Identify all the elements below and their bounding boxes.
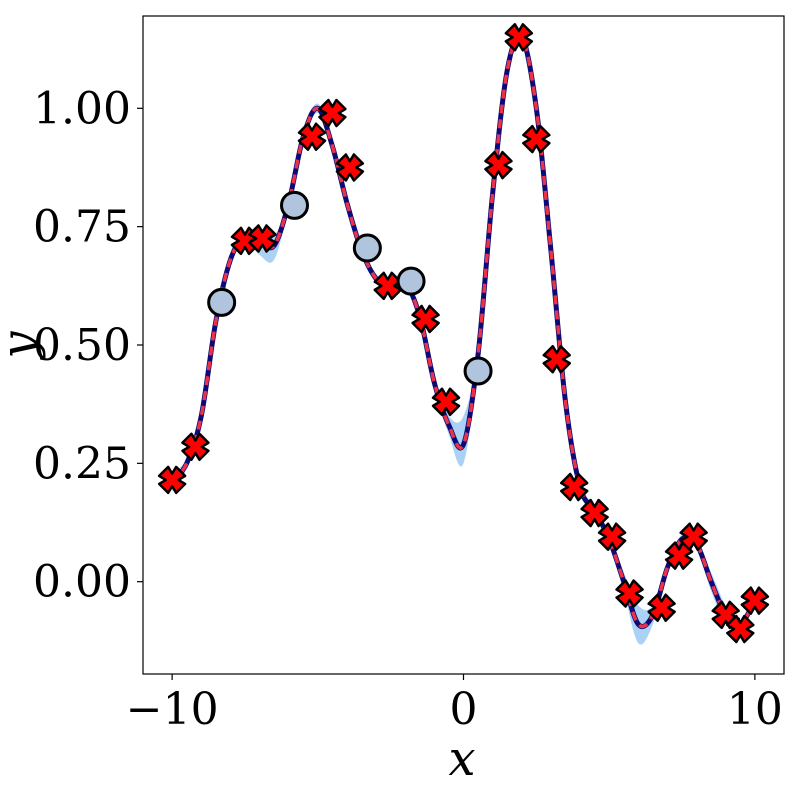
cross-marker [411, 304, 440, 334]
cross-marker [597, 522, 627, 551]
cross-marker [559, 472, 589, 502]
circle-marker [463, 356, 493, 386]
y-tick-label: 0.00 [33, 557, 131, 608]
cross-marker [318, 98, 347, 128]
cross-marker [522, 124, 551, 154]
y-tick-label: 0.50 [33, 320, 131, 371]
true-function-dashed [170, 34, 757, 629]
cross-marker [431, 387, 461, 417]
cross-marker [740, 586, 770, 615]
y-tick-label: 0.25 [33, 438, 131, 489]
circle-marker [280, 190, 310, 220]
x-tick-label: −10 [126, 684, 219, 735]
cross-marker [580, 498, 609, 528]
cross-marker [679, 522, 708, 551]
y-axis-label: y [0, 331, 47, 361]
marker-layer [157, 23, 770, 644]
y-tick-label: 0.75 [33, 202, 131, 253]
cross-marker [504, 23, 534, 52]
x-axis: −10 0 10 [126, 674, 783, 735]
curve-layer [170, 33, 758, 629]
cross-marker [181, 432, 210, 462]
cross-marker [157, 465, 187, 495]
y-tick-label: 1.00 [33, 83, 131, 134]
mean-curve [170, 33, 758, 629]
circle-marker [352, 233, 382, 263]
cross-marker [297, 122, 327, 151]
cross-marker [335, 153, 365, 182]
y-axis: 0.00 0.25 0.50 0.75 1.00 [33, 83, 143, 608]
cross-marker [615, 579, 644, 608]
cross-marker [484, 150, 513, 180]
x-tick-label: 10 [727, 684, 783, 735]
x-tick-label: 0 [450, 684, 478, 735]
circle-marker [396, 266, 426, 296]
x-axis-label: x [448, 731, 475, 787]
plot-frame [142, 15, 785, 675]
cross-marker [664, 541, 694, 570]
cross-marker [726, 614, 755, 644]
cross-marker [542, 344, 571, 374]
circle-marker [207, 287, 237, 317]
cross-marker [647, 593, 676, 622]
cross-marker [248, 224, 277, 253]
